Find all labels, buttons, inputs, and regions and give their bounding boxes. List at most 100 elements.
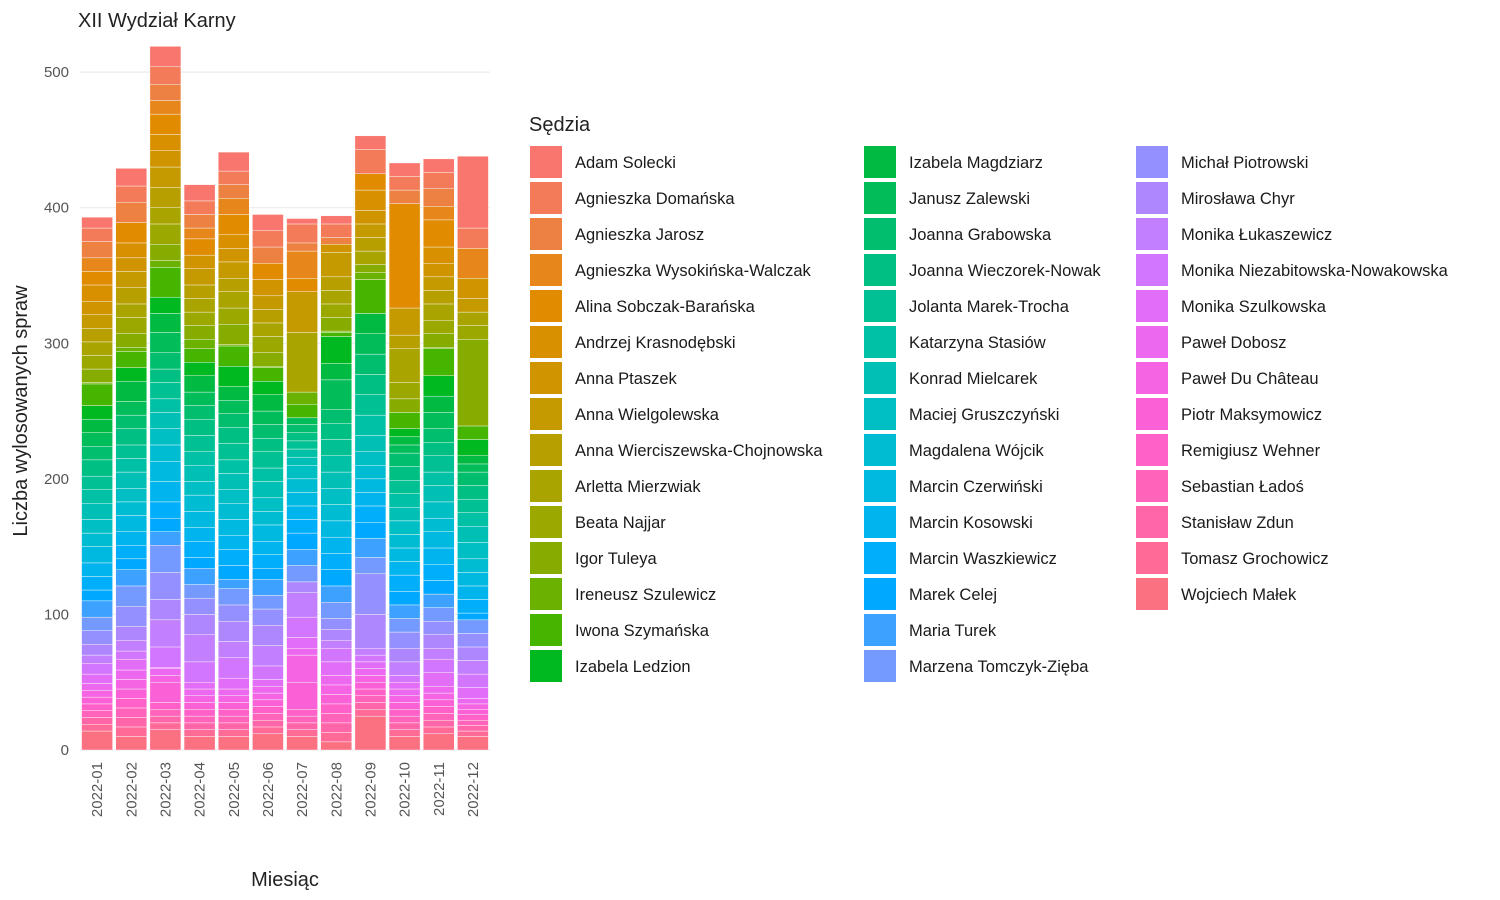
- bar-segment: [388, 444, 421, 454]
- legend-key: [864, 218, 896, 250]
- bar-segment: [388, 189, 421, 204]
- bar-segment: [252, 733, 284, 751]
- bar-segment: [252, 336, 284, 353]
- bar-segment: [183, 254, 216, 269]
- bar-segment: [423, 206, 455, 221]
- bar-segment: [183, 325, 216, 340]
- bar-segment: [183, 682, 216, 690]
- bar-segment: [354, 675, 387, 683]
- bar-segment: [115, 168, 147, 187]
- bar-segment: [320, 215, 352, 225]
- legend-key: [864, 254, 896, 286]
- x-tick-label: 2022-01: [89, 762, 106, 817]
- bar-segment: [218, 291, 250, 309]
- bar-segment: [81, 405, 113, 420]
- legend-key: [864, 398, 896, 430]
- bar-segment: [286, 417, 318, 425]
- bar-segment: [423, 501, 455, 519]
- bar-segment: [81, 446, 113, 461]
- bar-segment: [115, 202, 147, 223]
- bar-segment: [286, 404, 318, 419]
- bar-segment: [81, 328, 113, 343]
- bar-segment: [115, 531, 147, 546]
- bar-segment: [81, 459, 113, 477]
- legend-label: Monika Szulkowska: [1181, 298, 1327, 316]
- bar-segment: [320, 379, 352, 410]
- bar-segment: [149, 187, 182, 208]
- bar-segment: [457, 730, 489, 737]
- bar-segment: [115, 736, 147, 751]
- bar-segment: [286, 432, 318, 442]
- bar-segment: [183, 634, 216, 663]
- bar-segment: [457, 311, 489, 326]
- bar-segment: [218, 621, 250, 642]
- bar-segment: [320, 471, 352, 489]
- legend-label: Andrzej Krasnodębski: [575, 334, 736, 352]
- bar-segment: [423, 219, 455, 248]
- bar-segment: [320, 276, 352, 291]
- bar-segment: [81, 301, 113, 315]
- legend-key: [1136, 326, 1168, 358]
- x-tick-label: 2022-10: [397, 762, 414, 817]
- bar-segment: [81, 683, 113, 691]
- bar-segment: [286, 440, 318, 450]
- bar-segment: [388, 307, 421, 336]
- bar-segment: [252, 394, 284, 412]
- legend-label: Agnieszka Jarosz: [575, 226, 704, 244]
- bar-segment: [218, 366, 250, 387]
- bar-segment: [218, 459, 250, 474]
- bar-segment: [81, 382, 113, 385]
- bar-segment: [423, 713, 455, 721]
- bar-segment: [149, 729, 182, 751]
- bar-segment: [320, 303, 352, 318]
- bar-segment: [423, 471, 455, 486]
- bar-segment: [388, 695, 421, 703]
- bar-segment: [354, 313, 387, 334]
- bar-segment: [320, 439, 352, 456]
- bar-segment: [115, 317, 147, 334]
- bar-segment: [218, 234, 250, 249]
- bar-segment: [149, 675, 182, 683]
- bar-segment: [423, 658, 455, 673]
- bar-segment: [423, 648, 455, 660]
- legend-label: Arletta Mierzwiak: [575, 478, 701, 496]
- bar-segment: [457, 703, 489, 710]
- legend-key: [864, 506, 896, 538]
- legend-label: Marcin Waszkiewicz: [909, 550, 1057, 568]
- bar-segment: [149, 46, 182, 67]
- chart-title: XII Wydział Karny: [78, 10, 236, 32]
- bar-segment: [388, 466, 421, 481]
- legend-label: Wojciech Małek: [1181, 586, 1297, 604]
- bar-segment: [149, 461, 182, 482]
- bar-segment: [320, 648, 352, 663]
- legend-label: Monika Niezabitowska-Nowakowska: [1181, 262, 1449, 280]
- bar-segment: [354, 264, 387, 273]
- bar-segment: [149, 113, 182, 135]
- bar-segment: [149, 244, 182, 261]
- bar-segment: [457, 526, 489, 543]
- bar-segment: [354, 505, 387, 523]
- bar-segment: [81, 673, 113, 684]
- legend-label: Marzena Tomczyk-Zięba: [909, 658, 1089, 676]
- bar-segment: [354, 522, 387, 539]
- bar-segment: [218, 641, 250, 659]
- bar-segment: [423, 158, 455, 173]
- bar-segment: [286, 291, 318, 333]
- bar-segment: [183, 702, 216, 710]
- bar-segment: [252, 424, 284, 439]
- bar-segment: [354, 173, 387, 191]
- bar-segment: [81, 710, 113, 718]
- legend-key: [1136, 362, 1168, 394]
- bar-segment: [320, 244, 352, 253]
- bar-segment: [115, 717, 147, 728]
- bar-segment: [286, 709, 318, 717]
- bar-segment: [423, 276, 455, 291]
- bar-segment: [81, 257, 113, 272]
- legend-label: Paweł Dobosz: [1181, 334, 1286, 352]
- legend-key: [530, 182, 562, 214]
- bar-segment: [354, 648, 387, 656]
- bar-segment: [388, 661, 421, 676]
- bar-segment: [81, 532, 113, 547]
- legend-key: [530, 434, 562, 466]
- bar-segment: [354, 682, 387, 690]
